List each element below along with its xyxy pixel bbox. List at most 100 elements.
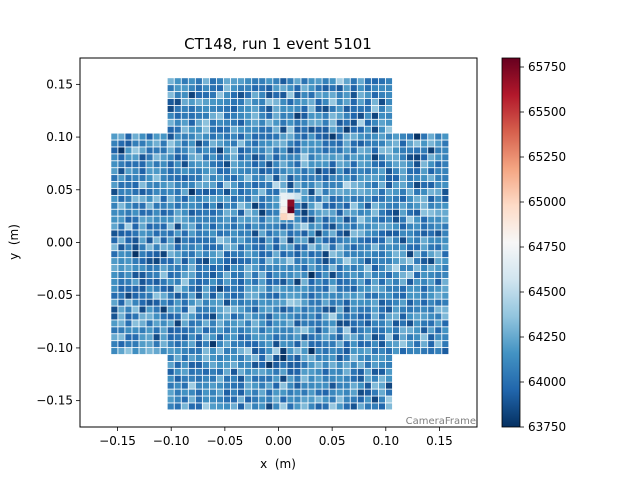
camera-pixel xyxy=(287,230,294,237)
camera-pixel xyxy=(245,230,252,237)
camera-pixel xyxy=(266,334,273,341)
camera-pixel xyxy=(132,299,139,306)
camera-pixel xyxy=(230,244,238,251)
camera-pixel xyxy=(301,126,308,133)
camera-pixel xyxy=(399,140,407,147)
camera-pixel xyxy=(181,85,188,92)
camera-pixel xyxy=(378,278,386,285)
camera-pixel xyxy=(329,375,336,382)
camera-pixel xyxy=(301,348,308,355)
camera-pixel xyxy=(181,265,188,272)
camera-pixel xyxy=(181,348,188,355)
camera-pixel xyxy=(301,154,308,161)
camera-pixel xyxy=(174,112,181,119)
camera-pixel xyxy=(287,348,294,355)
x-tick-label: −0.15 xyxy=(99,434,136,448)
camera-pixel xyxy=(273,230,280,237)
camera-pixel xyxy=(188,85,195,92)
camera-pixel xyxy=(153,175,160,182)
camera-pixel xyxy=(322,105,329,112)
camera-pixel xyxy=(125,175,132,182)
camera-pixel xyxy=(336,341,343,348)
camera-pixel xyxy=(139,161,146,168)
camera-pixel xyxy=(414,175,421,182)
camera-pixel xyxy=(435,348,442,355)
camera-pixel xyxy=(132,341,139,348)
camera-pixel xyxy=(181,195,188,202)
camera-pixel xyxy=(118,258,125,265)
camera-pixel xyxy=(392,244,400,251)
camera-pixel xyxy=(146,278,153,285)
camera-pixel xyxy=(294,396,301,403)
camera-pixel xyxy=(125,237,132,244)
camera-pixel xyxy=(350,403,357,410)
camera-pixel xyxy=(195,292,202,299)
camera-pixel xyxy=(435,147,442,154)
camera-pixel xyxy=(181,382,188,389)
camera-pixel xyxy=(378,396,386,403)
camera-pixel xyxy=(195,119,202,126)
camera-pixel xyxy=(188,168,195,175)
camera-pixel xyxy=(216,161,224,168)
camera-pixel xyxy=(421,154,428,161)
camera-pixel xyxy=(294,140,301,147)
camera-pixel xyxy=(329,258,336,265)
camera-pixel xyxy=(266,126,273,133)
camera-pixel xyxy=(371,320,378,327)
camera-pixel xyxy=(259,140,266,147)
camera-pixel xyxy=(167,382,174,389)
camera-pixel xyxy=(146,230,153,237)
camera-pixel xyxy=(245,265,252,272)
camera-pixel xyxy=(414,133,421,140)
camera-pixel xyxy=(442,223,449,230)
camera-pixel xyxy=(195,209,202,216)
x-axis-ticks: −0.15 −0.10 −0.05 0.00 0.05 0.10 0.15 xyxy=(99,427,453,448)
camera-pixel xyxy=(266,140,273,147)
camera-pixel xyxy=(153,237,160,244)
camera-pixel xyxy=(139,181,146,189)
camera-pixel xyxy=(385,403,393,410)
camera-pixel xyxy=(442,251,449,258)
camera-pixel xyxy=(259,361,266,368)
camera-pixel xyxy=(371,154,378,161)
camera-pixel xyxy=(174,368,181,375)
camera-pixel xyxy=(308,354,315,362)
camera-pixel xyxy=(223,285,231,292)
camera-pixel xyxy=(238,389,245,396)
colorbar-tick-label: 65250 xyxy=(528,150,566,164)
camera-pixel xyxy=(273,334,280,341)
camera-pixel xyxy=(407,341,414,348)
camera-pixel xyxy=(287,389,294,396)
camera-pixel xyxy=(181,154,188,161)
camera-pixel xyxy=(266,195,273,202)
camera-pixel xyxy=(245,175,252,182)
camera-pixel xyxy=(336,354,343,362)
camera-pixel xyxy=(266,147,273,154)
camera-pixel xyxy=(421,202,428,209)
camera-pixel xyxy=(167,168,174,175)
camera-pixel xyxy=(308,112,315,119)
camera-pixel xyxy=(230,168,238,175)
camera-pixel xyxy=(202,126,209,133)
camera-pixel xyxy=(315,389,322,396)
camera-pixel xyxy=(364,98,371,106)
camera-pixel xyxy=(216,265,224,272)
camera-pixel xyxy=(111,140,118,147)
camera-pixel xyxy=(202,230,209,237)
camera-pixel xyxy=(230,147,238,154)
camera-pixel xyxy=(392,147,400,154)
camera-pixel xyxy=(364,78,371,85)
x-tick-label: −0.10 xyxy=(153,434,190,448)
camera-pixel xyxy=(392,313,400,320)
camera-pixel xyxy=(223,195,231,202)
camera-pixel xyxy=(294,154,301,161)
camera-pixel xyxy=(287,299,294,306)
camera-pixel xyxy=(245,188,252,195)
camera-pixel xyxy=(223,292,231,299)
camera-pixel xyxy=(350,389,357,396)
camera-pixel xyxy=(216,202,224,209)
camera-pixel xyxy=(364,168,371,175)
camera-pixel xyxy=(322,361,329,368)
camera-pixel xyxy=(336,195,343,202)
camera-pixel xyxy=(195,320,202,327)
